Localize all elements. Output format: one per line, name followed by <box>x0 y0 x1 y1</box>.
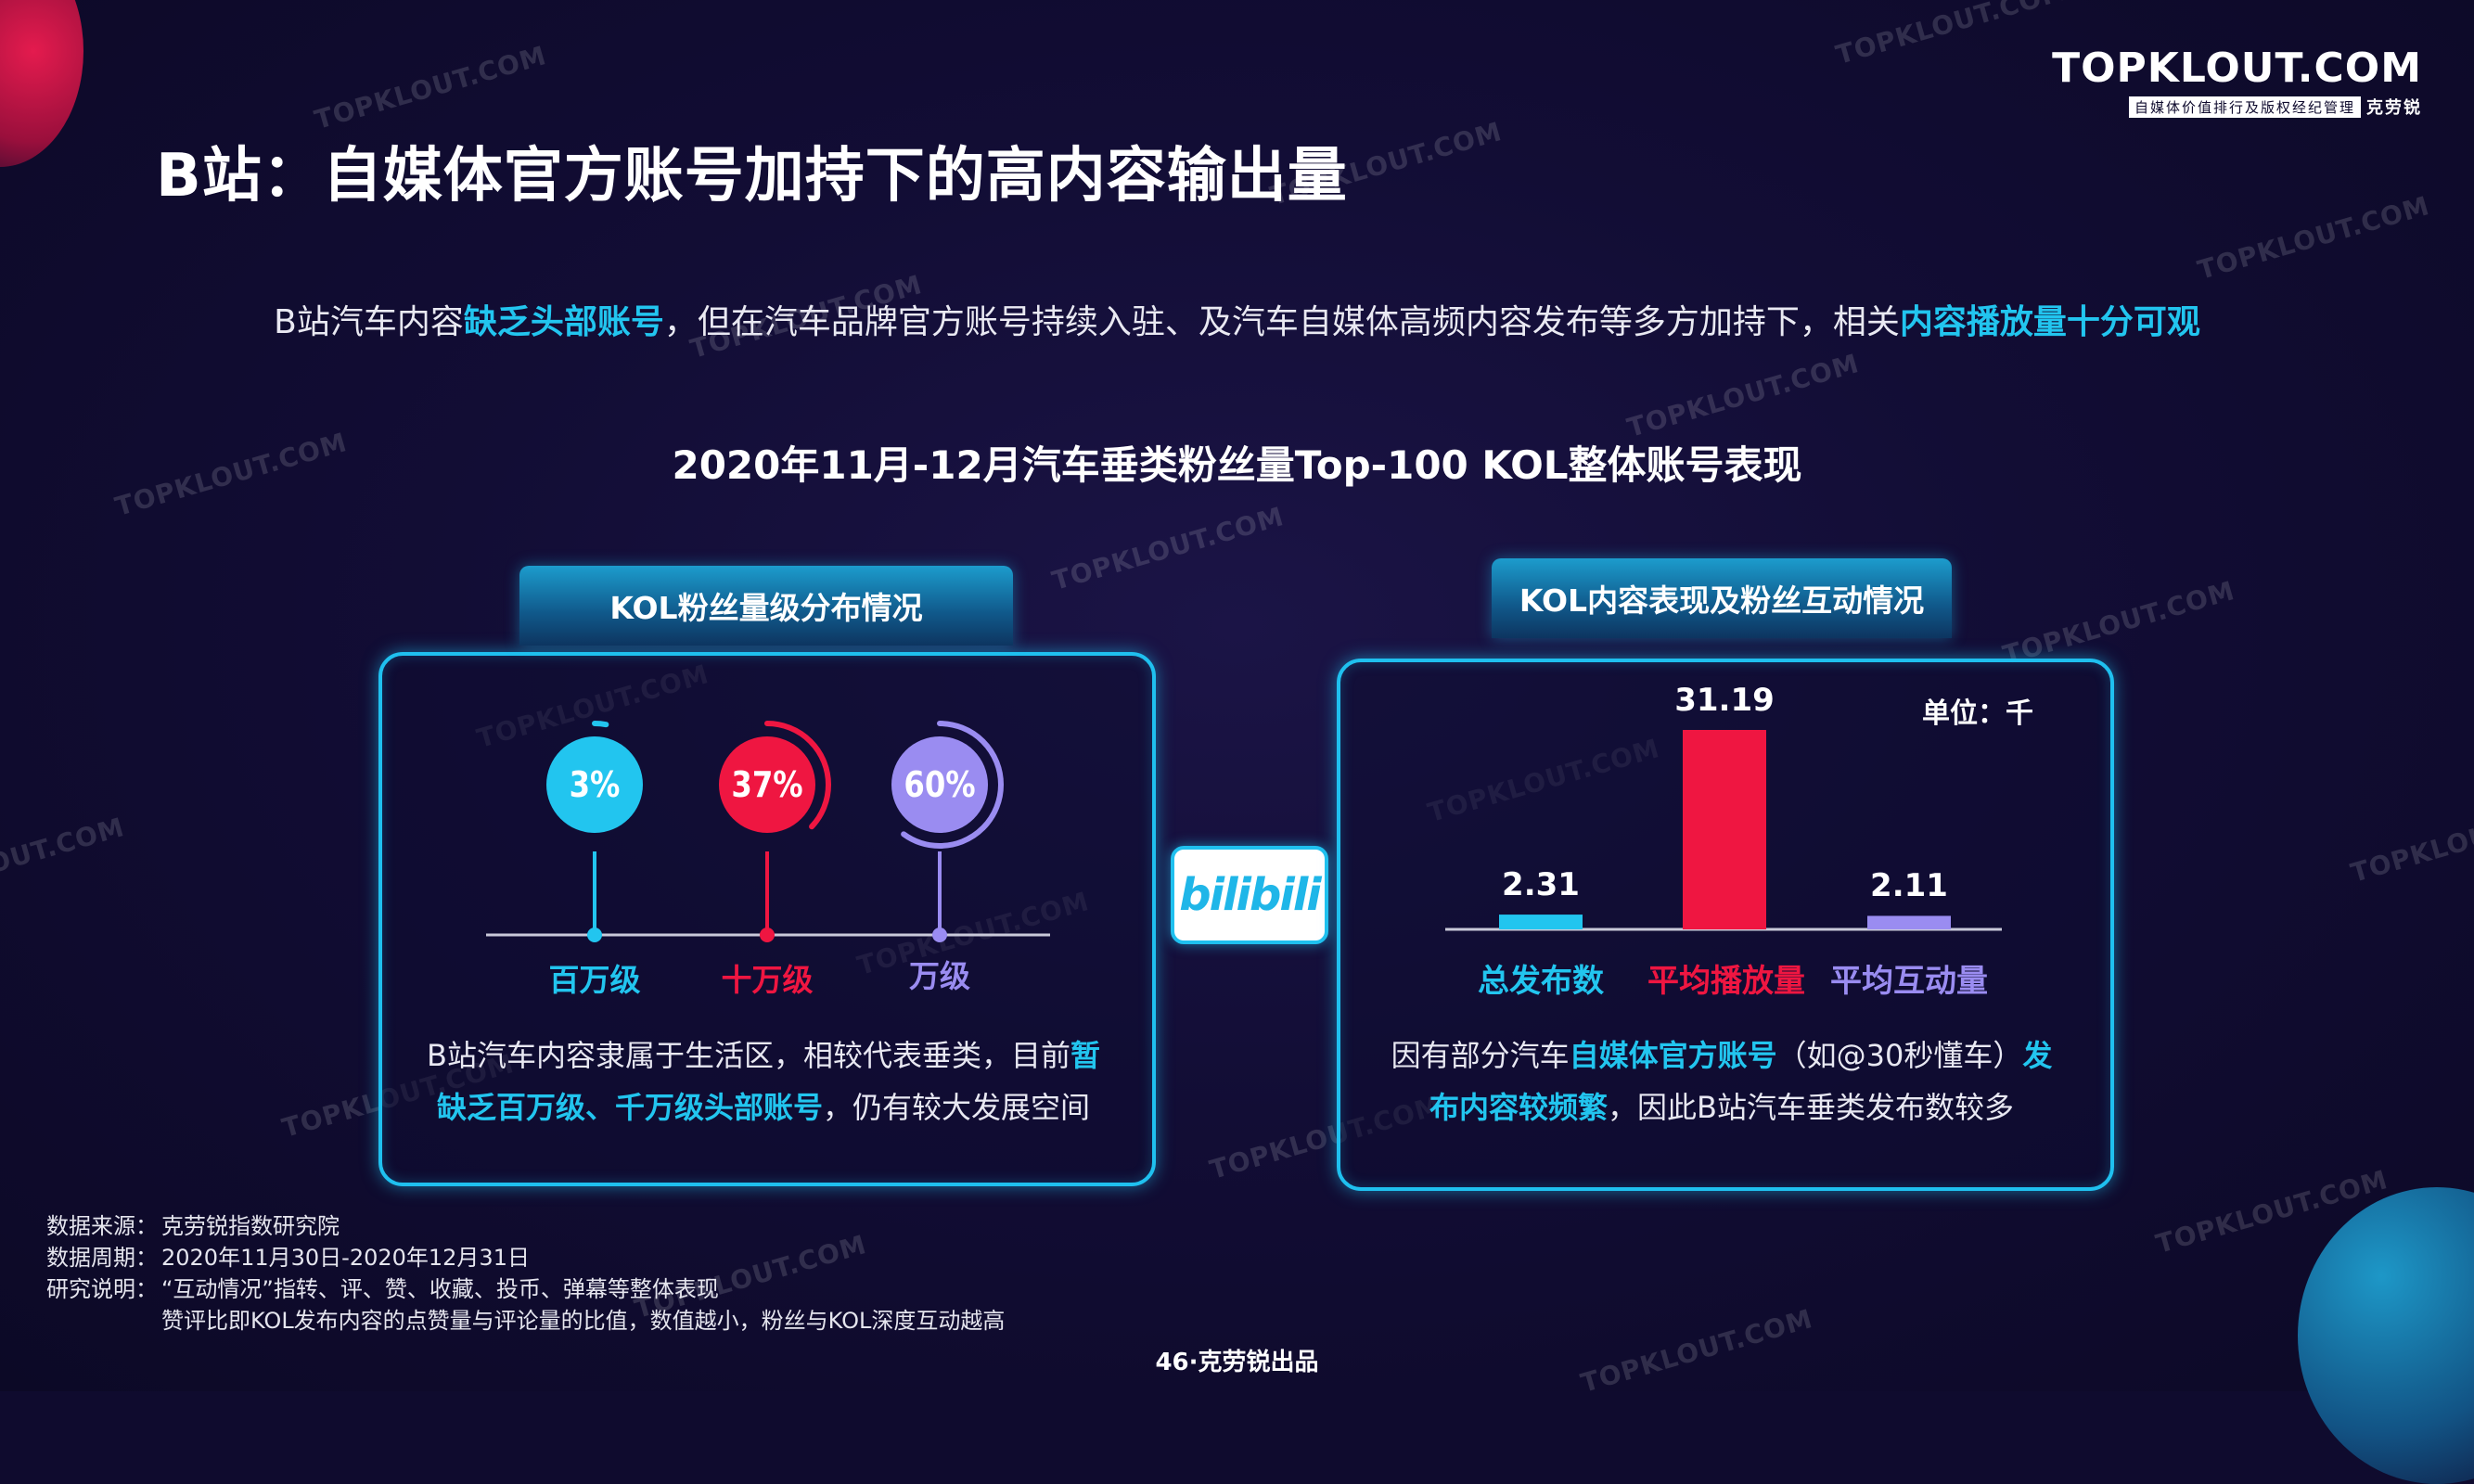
unit-label: 单位：千 <box>1922 697 2033 730</box>
ring-category-label: 十万级 <box>721 962 814 998</box>
bar <box>1499 915 1583 929</box>
logo-brand-name: 克劳锐 <box>2366 98 2422 118</box>
ring-percentage: 3% <box>569 764 621 805</box>
note-key: 研究说明： <box>46 1276 158 1302</box>
ring-stem-dot <box>760 928 775 942</box>
description-highlight: 布内容较频繁 <box>1429 1090 1609 1125</box>
description-highlight: 发 <box>2022 1038 2053 1073</box>
ring-graphic <box>876 721 1004 849</box>
ring-arc <box>876 721 1004 849</box>
content-performance-description: 因有部分汽车自媒体官方账号（如@30秒懂车）发 布内容较频繁，因此B站汽车垂类发… <box>1364 1030 2080 1133</box>
ring-stem-dot <box>932 928 947 942</box>
subtitle-highlight: 缺乏头部账号 <box>463 303 664 341</box>
ring-stems <box>587 851 947 942</box>
subtitle-text: B站汽车内容 <box>274 303 464 341</box>
ring-percentage: 37% <box>731 764 803 805</box>
ring-category-label: 万级 <box>909 958 970 994</box>
note-value: “互动情况”指转、评、赞、收藏、投币、弹幕等整体表现 <box>161 1276 719 1302</box>
description-text: B站汽车内容隶属于生活区，相较代表垂类，目前 <box>427 1038 1070 1073</box>
note-value: 克劳锐指数研究院 <box>161 1213 340 1239</box>
ring-ten-thousand-level: 60% <box>875 720 1005 850</box>
ring-graphic <box>703 721 831 849</box>
description-text: ，因此B站汽车垂类发布数较多 <box>1608 1090 2014 1125</box>
logo-wordmark: TOPKLOUT.COM <box>2052 45 2422 92</box>
ring-graphic <box>531 721 659 849</box>
fan-distribution-description: B站汽车内容隶属于生活区，相较代表垂类，目前暂 缺乏百万级、千万级头部账号，仍有… <box>408 1030 1119 1133</box>
ring-million-level: 3% <box>530 720 660 850</box>
footnotes: 数据来源： 克劳锐指数研究院 数据周期： 2020年11月30日-2020年12月3… <box>46 1210 1005 1337</box>
page-subtitle: B站汽车内容缺乏头部账号，但在汽车品牌官方账号持续入驻、及汽车自媒体高频内容发布… <box>0 295 2474 343</box>
note-value: 赞评比即KOL发布内容的点赞量与评论量的比值，数值越小，粉丝与KOL深度互动越高 <box>161 1308 1006 1334</box>
ring-arc <box>531 721 659 849</box>
page-title: B站：自媒体官方账号加持下的高内容输出量 <box>156 142 1348 211</box>
description-text: （如@30秒懂车） <box>1776 1038 2023 1073</box>
ring-hundred-thousand-level: 37% <box>702 720 832 850</box>
ring-arc <box>703 721 831 849</box>
description-highlight: 缺乏百万级、千万级头部账号 <box>436 1090 823 1125</box>
bilibili-logo: bilibili <box>1171 846 1328 944</box>
ring-category-label: 百万级 <box>548 962 641 998</box>
logo-tagline: 自媒体价值排行及版权经纪管理 <box>2128 96 2361 118</box>
description-highlight: 自媒体官方账号 <box>1569 1038 1777 1073</box>
ring-fill <box>546 736 643 833</box>
bilibili-logo-text: bilibili <box>1179 869 1321 921</box>
bar-category-label: 总发布数 <box>1478 963 1604 1000</box>
brand-logo: TOPKLOUT.COM 自媒体价值排行及版权经纪管理 克劳锐 <box>2052 48 2422 119</box>
bar-chart <box>1445 730 2002 931</box>
ring-stem-dot <box>587 928 602 942</box>
ring-fill <box>719 736 815 833</box>
note-key: 数据周期： <box>46 1245 158 1271</box>
bar-value-label: 2.31 <box>1502 866 1580 904</box>
bar <box>1867 915 1951 929</box>
bar-value-label: 31.19 <box>1674 682 1775 719</box>
ring-fill <box>891 736 988 833</box>
bar-category-label: 平均播放量 <box>1647 963 1805 1000</box>
page-footer: 46·克劳锐出品 <box>1155 1349 1319 1376</box>
bar-category-label: 平均互动量 <box>1830 963 1988 1000</box>
bar-value-label: 2.11 <box>1870 867 1948 905</box>
note-key: 数据来源： <box>46 1213 158 1239</box>
subtitle-text: ，但在汽车品牌官方账号持续入驻、及汽车自媒体高频内容发布等多方加持下，相关 <box>663 303 1900 341</box>
description-text: ，仍有较大发展空间 <box>823 1090 1091 1125</box>
subtitle-highlight: 内容播放量十分可观 <box>1899 303 2200 341</box>
description-text: 因有部分汽车 <box>1391 1038 1570 1073</box>
chart-heading: 2020年11月-12月汽车垂类粉丝量Top-100 KOL整体账号表现 <box>672 442 1802 488</box>
bar <box>1683 730 1766 929</box>
description-highlight: 暂 <box>1070 1038 1100 1073</box>
ring-percentage: 60% <box>904 764 976 805</box>
fan-distribution-tab: KOL粉丝量级分布情况 <box>519 566 1013 646</box>
note-value: 2020年11月30日-2020年12月31日 <box>161 1245 530 1271</box>
content-performance-tab: KOL内容表现及粉丝互动情况 <box>1492 558 1952 638</box>
